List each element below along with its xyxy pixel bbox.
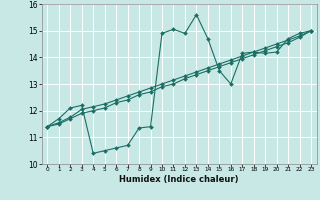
X-axis label: Humidex (Indice chaleur): Humidex (Indice chaleur) (119, 175, 239, 184)
